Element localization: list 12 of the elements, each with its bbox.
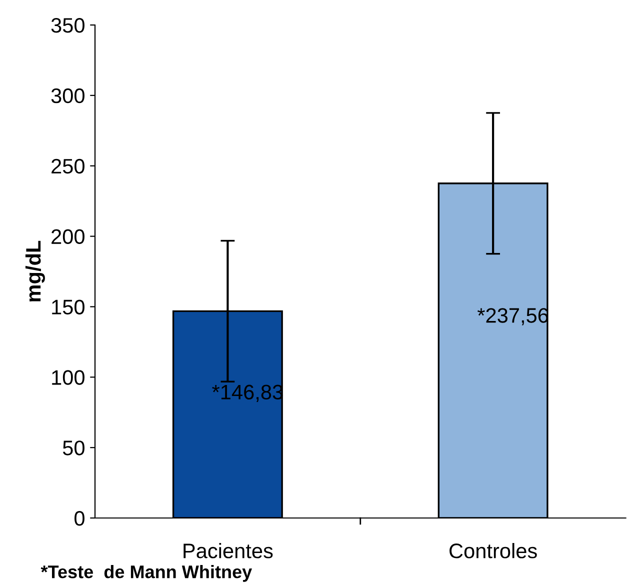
y-axis-title: mg/dL — [25, 240, 45, 302]
x-tick-label: Pacientes — [184, 543, 273, 558]
y-tick-label: 100 — [52, 370, 84, 385]
y-tick-label: 200 — [52, 229, 84, 244]
y-tick-label: 150 — [52, 300, 84, 314]
y-tick-label: 50 — [62, 440, 84, 456]
y-tick-label: 300 — [51, 88, 84, 104]
x-tick-label: Controles — [450, 543, 537, 558]
y-tick-label: 350 — [51, 18, 84, 33]
text: *Teste de Mann Whitney — [40, 565, 252, 582]
y-tick-label: 250 — [52, 158, 84, 174]
y-tick-label: 0 — [74, 511, 84, 526]
